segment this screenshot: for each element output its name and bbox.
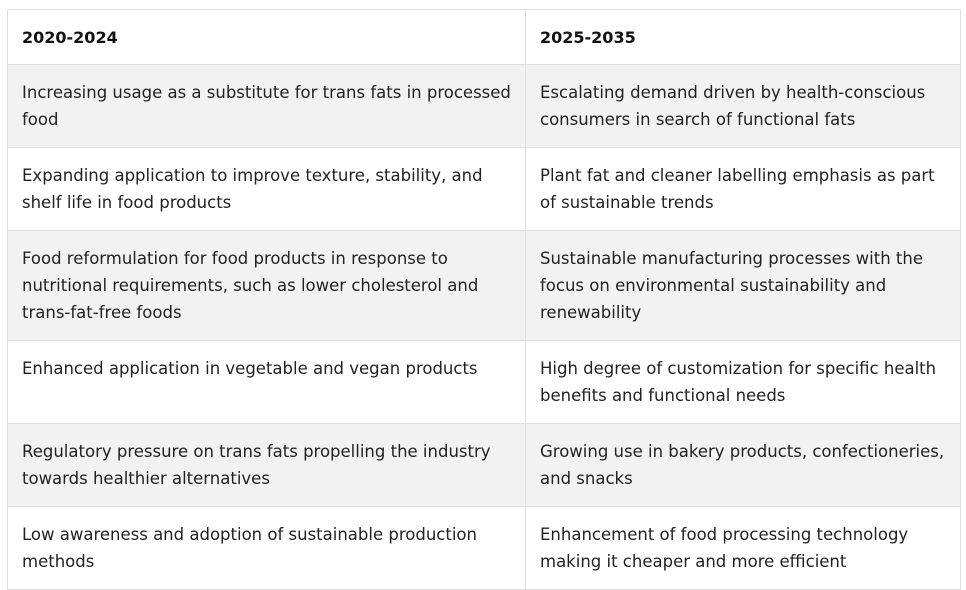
table-cell: Increasing usage as a substitute for tra… — [7, 64, 526, 148]
table-cell: Plant fat and cleaner labelling emphasis… — [525, 147, 961, 231]
table-row: Regulatory pressure on trans fats propel… — [7, 423, 961, 507]
header-2020-2024: 2020-2024 — [7, 9, 526, 65]
comparison-table: 2020-2024 2025-2035 Increasing usage as … — [7, 9, 961, 590]
table-cell: Regulatory pressure on trans fats propel… — [7, 423, 526, 507]
table-cell: Food reformulation for food products in … — [7, 230, 526, 341]
table-cell: Enhanced application in vegetable and ve… — [7, 340, 526, 424]
header-2025-2035: 2025-2035 — [525, 9, 961, 65]
table-cell: Low awareness and adoption of sustainabl… — [7, 506, 526, 590]
table-cell: Expanding application to improve texture… — [7, 147, 526, 231]
table-cell: Growing use in bakery products, confecti… — [525, 423, 961, 507]
table-cell: Enhancement of food processing technolog… — [525, 506, 961, 590]
table-row: Expanding application to improve texture… — [7, 147, 961, 231]
table-row: Low awareness and adoption of sustainabl… — [7, 506, 961, 590]
table-row: Food reformulation for food products in … — [7, 230, 961, 341]
table-row: Increasing usage as a substitute for tra… — [7, 64, 961, 148]
table-cell: Sustainable manufacturing processes with… — [525, 230, 961, 341]
table-cell: Escalating demand driven by health-consc… — [525, 64, 961, 148]
table-header-row: 2020-2024 2025-2035 — [7, 9, 961, 65]
table-row: Enhanced application in vegetable and ve… — [7, 340, 961, 424]
comparison-table-container: 2020-2024 2025-2035 Increasing usage as … — [7, 9, 961, 590]
table-cell: High degree of customization for specifi… — [525, 340, 961, 424]
